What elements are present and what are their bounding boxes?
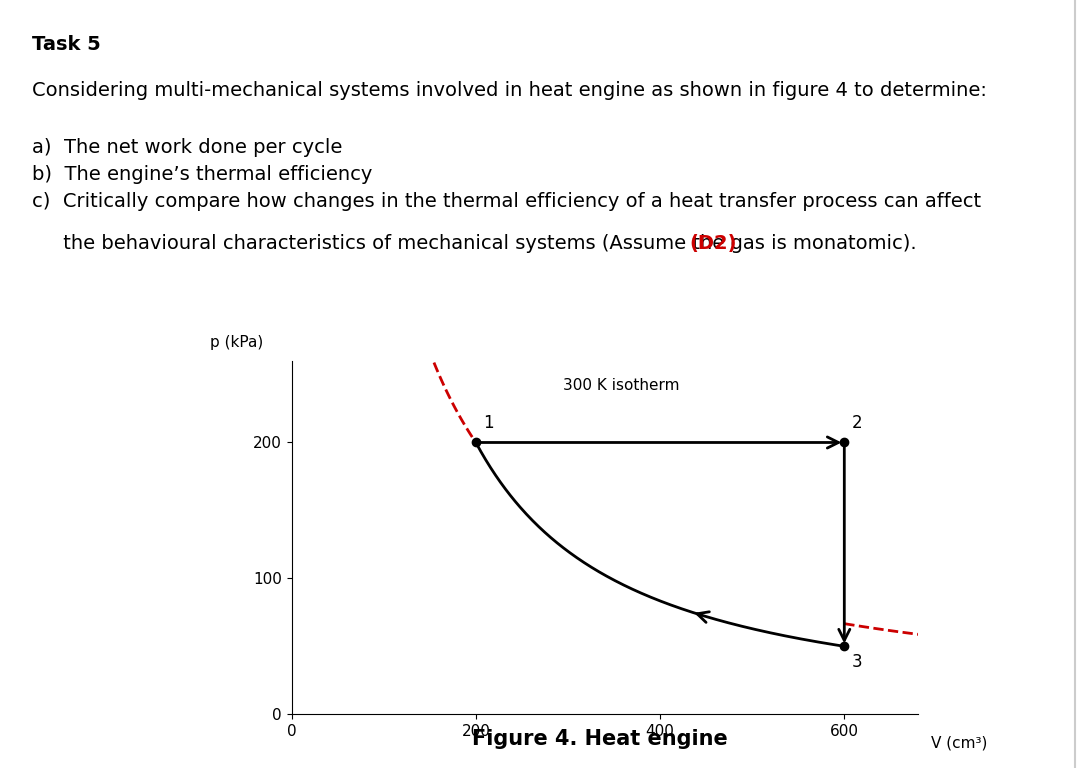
Text: b)  The engine’s thermal efficiency: b) The engine’s thermal efficiency bbox=[32, 165, 373, 184]
Text: 1: 1 bbox=[483, 414, 494, 432]
Text: c)  Critically compare how changes in the thermal efficiency of a heat transfer : c) Critically compare how changes in the… bbox=[32, 192, 982, 211]
Text: p (kPa): p (kPa) bbox=[211, 336, 264, 350]
Text: 3: 3 bbox=[852, 653, 862, 671]
Text: the behavioural characteristics of mechanical systems (Assume the gas is monatom: the behavioural characteristics of mecha… bbox=[32, 234, 923, 253]
Text: 2: 2 bbox=[852, 414, 862, 432]
Text: Figure 4. Heat engine: Figure 4. Heat engine bbox=[472, 729, 727, 749]
Text: 300 K isotherm: 300 K isotherm bbox=[564, 378, 679, 393]
Text: (D2): (D2) bbox=[689, 234, 737, 253]
Text: a)  The net work done per cycle: a) The net work done per cycle bbox=[32, 138, 342, 157]
Text: V (cm³): V (cm³) bbox=[931, 736, 987, 750]
Text: Considering multi-mechanical systems involved in heat engine as shown in figure : Considering multi-mechanical systems inv… bbox=[32, 81, 987, 100]
Text: Task 5: Task 5 bbox=[32, 35, 102, 54]
